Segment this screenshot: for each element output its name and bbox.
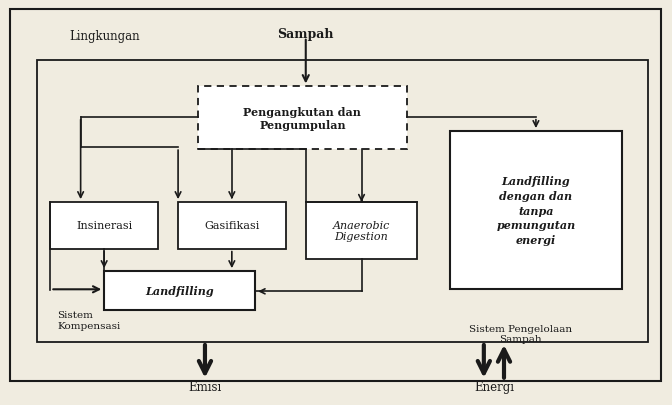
Text: Sistem
Kompensasi: Sistem Kompensasi (57, 311, 120, 330)
Bar (450, 132, 622, 290)
Text: Anaerobic
Digestion: Anaerobic Digestion (333, 220, 390, 242)
Text: Landfilling: Landfilling (145, 285, 214, 296)
Text: Pengangkutan dan
Pengumpulan: Pengangkutan dan Pengumpulan (243, 107, 362, 130)
Text: Gasifikasi: Gasifikasi (204, 221, 259, 231)
Text: Insinerasi: Insinerasi (76, 221, 132, 231)
Text: Emisi: Emisi (188, 380, 222, 393)
Bar (104, 271, 255, 310)
Bar (178, 202, 286, 249)
Text: Sampah: Sampah (278, 28, 334, 41)
Text: Landfilling
dengan dan
tanpa
pemungutan
energi: Landfilling dengan dan tanpa pemungutan … (497, 176, 575, 245)
Text: Lingkungan: Lingkungan (69, 30, 140, 43)
Bar (198, 87, 407, 150)
Bar (50, 202, 158, 249)
Bar (306, 202, 417, 259)
Bar (37, 61, 648, 342)
Text: Sistem Pengelolaan
Sampah: Sistem Pengelolaan Sampah (469, 324, 573, 343)
Text: Energi: Energi (474, 380, 514, 393)
